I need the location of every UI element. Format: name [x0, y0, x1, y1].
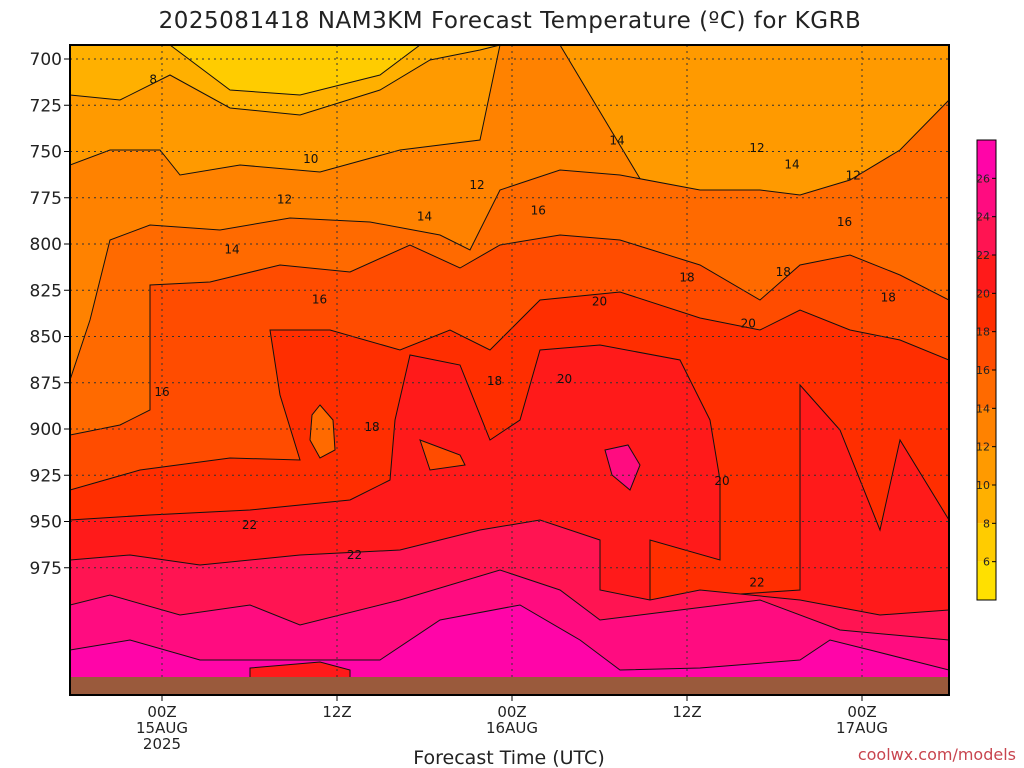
contour-label: 18 [881, 291, 896, 305]
y-tick-label: 850 [30, 328, 62, 348]
colorbar-segment [977, 485, 996, 524]
contour-label: 18 [364, 420, 379, 434]
y-tick-label: 875 [30, 374, 62, 394]
colorbar-segment [977, 216, 996, 255]
contour-label: 8 [149, 72, 157, 86]
x-tick-label: 00Z [497, 703, 526, 721]
y-tick-label: 775 [30, 189, 62, 209]
y-axis: 700 725 750 775 800 825 850 875 900 925 950 975 [30, 50, 70, 579]
x-tick-label: 16AUG [486, 719, 538, 737]
ground-surface [70, 677, 949, 695]
temperature-band [169, 45, 421, 96]
temperature-cell [604, 444, 641, 491]
contour-label: 18 [776, 265, 791, 279]
y-tick-label: 900 [30, 420, 62, 440]
contour-label: 12 [277, 193, 292, 207]
y-tick-label: 800 [30, 235, 62, 255]
colorbar-tick-label: 20 [976, 287, 990, 300]
colorbar-segment [977, 523, 996, 562]
colorbar-segment [977, 293, 996, 332]
contour-label: 20 [557, 372, 572, 386]
contour-label: 22 [749, 576, 764, 590]
contour-label: 14 [784, 157, 799, 171]
contour-label: 12 [749, 141, 764, 155]
colorbar-segment [977, 446, 996, 485]
y-tick-label: 950 [30, 513, 62, 533]
colorbar-tick-label: 12 [976, 441, 990, 454]
y-tick-label: 725 [30, 96, 62, 116]
contour-label: 18 [487, 374, 502, 388]
contour-label: 18 [679, 270, 694, 284]
contour-label: 12 [846, 169, 861, 183]
y-tick-label: 700 [30, 50, 62, 70]
x-tick-label: 15AUG [136, 719, 188, 737]
colorbar-tick-label: 26 [976, 172, 990, 185]
colorbar-segment [977, 408, 996, 447]
x-tick-label: 12Z [322, 703, 351, 721]
colorbar-tick-label: 18 [976, 326, 990, 339]
colorbar-segment [977, 255, 996, 294]
y-tick-label: 975 [30, 559, 62, 579]
contour-label: 20 [741, 317, 756, 331]
temperature-cell [309, 404, 336, 459]
contour-label: 22 [347, 548, 362, 562]
y-tick-label: 925 [30, 466, 62, 486]
contour-label: 14 [417, 209, 432, 223]
colorbar-segment [977, 561, 996, 600]
colorbar-tick-label: 24 [976, 211, 990, 224]
grid-lines [70, 45, 949, 695]
colorbar-tick-label: 10 [976, 479, 990, 492]
temperature-cell [419, 439, 466, 471]
chart-title: 2025081418 NAM3KM Forecast Temperature (… [159, 8, 862, 34]
y-tick-label: 750 [30, 143, 62, 163]
colorbar-segment [977, 331, 996, 370]
x-tick-label: 17AUG [836, 719, 888, 737]
contour-label: 18 [14, 424, 29, 438]
contour-label: 14 [224, 243, 239, 257]
contour-label: 20 [592, 294, 607, 308]
y-tick-label: 825 [30, 281, 62, 301]
plot-frame [69, 44, 950, 696]
contour-label: 22 [242, 518, 257, 532]
colorbar-segment [977, 370, 996, 409]
temperature-bands [70, 45, 949, 695]
contour-label: 12 [469, 178, 484, 192]
x-axis-label: Forecast Time (UTC) [413, 747, 604, 768]
contour-label: 16 [154, 385, 169, 399]
contour-label: 16 [312, 293, 327, 307]
colorbar-tick-label: 22 [976, 249, 990, 262]
colorbar-tick-label: 6 [983, 556, 990, 569]
x-tick-label: 00Z [847, 703, 876, 721]
contour-label: 20 [714, 474, 729, 488]
credit-text: coolwx.com/models [858, 745, 1016, 764]
colorbar-tick-label: 14 [976, 402, 990, 415]
contour-label: 10 [303, 152, 318, 166]
colorbar-tick-label: 8 [983, 517, 990, 530]
contour-label: 16 [837, 215, 852, 229]
colorbar: 6 8 10 12 14 16 18 20 22 24 26 [976, 139, 997, 601]
x-tick-label: 00Z [147, 703, 176, 721]
colorbar-segment [977, 178, 996, 217]
contour-label: 14 [609, 133, 624, 147]
colorbar-tick-label: 16 [976, 364, 990, 377]
x-tick-label: 12Z [672, 703, 701, 721]
contour-label: 16 [531, 204, 546, 218]
colorbar-segment [977, 140, 996, 179]
x-tick-label: 2025 [143, 735, 181, 753]
